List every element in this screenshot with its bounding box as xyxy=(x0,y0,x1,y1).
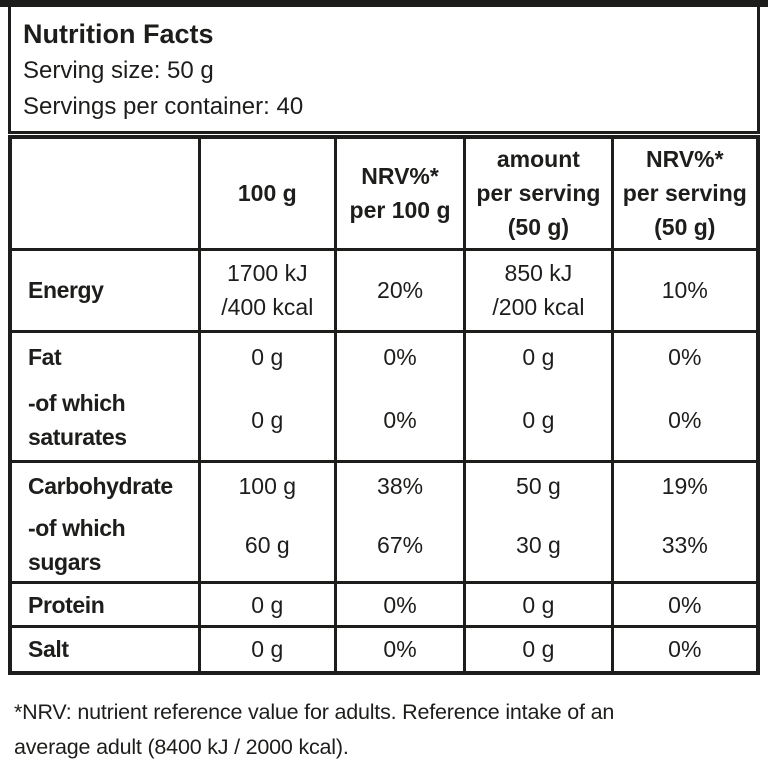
cell-saturates-per-100g: 0 g xyxy=(197,381,337,463)
row-sugars: -of which sugars 60 g 67% 30 g 33% xyxy=(8,509,760,584)
label-header-box: Nutrition Facts Serving size: 50 g Servi… xyxy=(8,7,760,134)
col-header-per-100g: 100 g xyxy=(197,135,337,251)
row-label-energy: Energy xyxy=(8,247,201,333)
cell-saturates-nrv-100g: 0% xyxy=(333,381,467,463)
row-energy: Energy 1700 kJ /400 kcal 20% 850 kJ /200… xyxy=(8,247,760,333)
cell-saturates-per-serving: 0 g xyxy=(463,381,614,463)
cell-salt-nrv-100g: 0% xyxy=(333,625,467,674)
cell-protein-nrv-serving: 0% xyxy=(610,581,760,628)
top-divider-bar xyxy=(0,0,768,7)
serving-size-line: Serving size: 50 g xyxy=(23,57,214,84)
col-header-blank xyxy=(8,135,201,251)
cell-carbohydrate-nrv-serving: 19% xyxy=(610,459,760,509)
row-fat: Fat 0 g 0% 0 g 0% xyxy=(8,329,760,381)
col-header-nrv-per-serving: NRV%* per serving (50 g) xyxy=(610,135,760,251)
nrv-footnote: *NRV: nutrient reference value for adult… xyxy=(14,699,615,759)
cell-protein-per-100g: 0 g xyxy=(197,581,337,628)
nutrition-table: 100 g NRV%* per 100 g amount per serving… xyxy=(8,135,760,675)
table-header-row: 100 g NRV%* per 100 g amount per serving… xyxy=(8,135,760,251)
row-carbohydrate: Carbohydrate 100 g 38% 50 g 19% xyxy=(8,459,760,509)
cell-fat-per-serving: 0 g xyxy=(463,329,614,381)
row-protein: Protein 0 g 0% 0 g 0% xyxy=(8,581,760,628)
label-title: Nutrition Facts xyxy=(23,19,214,49)
servings-per-container-line: Servings per container: 40 xyxy=(23,93,304,120)
row-salt: Salt 0 g 0% 0 g 0% xyxy=(8,625,760,674)
cell-energy-nrv-100g: 20% xyxy=(333,247,467,333)
cell-energy-per-100g: 1700 kJ /400 kcal xyxy=(197,247,337,333)
cell-carbohydrate-nrv-100g: 38% xyxy=(333,459,467,509)
cell-sugars-per-100g: 60 g xyxy=(197,509,337,584)
row-label-carbohydrate: Carbohydrate xyxy=(8,459,201,509)
cell-fat-nrv-100g: 0% xyxy=(333,329,467,381)
cell-sugars-nrv-serving: 33% xyxy=(610,509,760,584)
cell-protein-nrv-100g: 0% xyxy=(333,581,467,628)
col-header-amount-per-serving: amount per serving (50 g) xyxy=(463,135,614,251)
cell-carbohydrate-per-100g: 100 g xyxy=(197,459,337,509)
cell-salt-nrv-serving: 0% xyxy=(610,625,760,674)
row-label-protein: Protein xyxy=(8,581,201,628)
cell-protein-per-serving: 0 g xyxy=(463,581,614,628)
cell-sugars-nrv-100g: 67% xyxy=(333,509,467,584)
cell-carbohydrate-per-serving: 50 g xyxy=(463,459,614,509)
row-label-saturates: -of which saturates xyxy=(8,381,201,463)
cell-saturates-nrv-serving: 0% xyxy=(610,381,760,463)
row-label-sugars: -of which sugars xyxy=(8,509,201,584)
cell-sugars-per-serving: 30 g xyxy=(463,509,614,584)
cell-energy-per-serving: 850 kJ /200 kcal xyxy=(463,247,614,333)
cell-fat-nrv-serving: 0% xyxy=(610,329,760,381)
cell-energy-nrv-serving: 10% xyxy=(610,247,760,333)
cell-salt-per-100g: 0 g xyxy=(197,625,337,674)
row-saturates: -of which saturates 0 g 0% 0 g 0% xyxy=(8,381,760,463)
cell-salt-per-serving: 0 g xyxy=(463,625,614,674)
row-label-salt: Salt xyxy=(8,625,201,674)
cell-fat-per-100g: 0 g xyxy=(197,329,337,381)
col-header-nrv-per-100g: NRV%* per 100 g xyxy=(333,135,467,251)
row-label-fat: Fat xyxy=(8,329,201,381)
